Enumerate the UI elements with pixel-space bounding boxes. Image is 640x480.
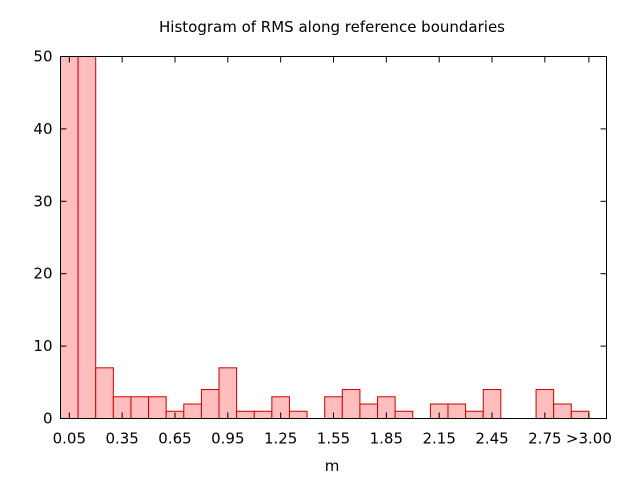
- histogram-bar: [447, 403, 467, 419]
- y-tick-label: 50: [33, 48, 52, 66]
- histogram-bar: [553, 403, 572, 419]
- histogram-bar: [200, 389, 220, 420]
- histogram-bar: [253, 410, 273, 420]
- x-tick-label: 2.15: [422, 430, 455, 448]
- histogram-bar: [77, 56, 97, 419]
- chart-title: Histogram of RMS along reference boundar…: [159, 18, 505, 36]
- x-tick-label: 0.95: [211, 430, 244, 448]
- x-tick-label: 0.65: [158, 430, 191, 448]
- y-tick-label: 10: [33, 337, 52, 355]
- bars-group: [60, 56, 590, 420]
- x-axis-label: m: [325, 457, 340, 475]
- histogram-bar: [359, 403, 379, 419]
- y-tick-label: 20: [33, 265, 52, 283]
- x-tick-label: 2.75: [528, 430, 561, 448]
- histogram-bar: [236, 410, 255, 420]
- histogram-bar: [130, 396, 150, 419]
- histogram-bar: [60, 56, 79, 419]
- y-tick-label: 30: [33, 192, 52, 210]
- histogram-bar: [288, 410, 308, 420]
- histogram-bar: [570, 410, 590, 420]
- y-tick-label: 40: [33, 120, 52, 138]
- histogram-bar: [218, 367, 238, 420]
- x-tick-label: 2.45: [475, 430, 508, 448]
- plot-frame: [60, 56, 607, 419]
- x-tick-label: 0.35: [105, 430, 138, 448]
- x-tick-label: 1.55: [317, 430, 350, 448]
- histogram-bar: [148, 396, 167, 419]
- x-tick-label: >3.00: [566, 430, 612, 448]
- histogram-bar: [341, 389, 361, 420]
- histogram-bar: [95, 367, 114, 420]
- x-tick-label: 1.85: [370, 430, 403, 448]
- x-tick-label: 0.05: [53, 430, 86, 448]
- histogram-bar: [465, 410, 484, 420]
- y-tick-label: 0: [43, 410, 53, 428]
- x-axis: 0.05 0.35 0.65 0.95 1.25 1.55 1.85 2.15 2.45 2.75…: [53, 56, 612, 448]
- histogram-bar: [394, 410, 414, 420]
- y-axis: 0 10 20 30 40 50: [33, 48, 607, 428]
- x-tick-label: 1.25: [264, 430, 297, 448]
- histogram-bar: [183, 403, 202, 419]
